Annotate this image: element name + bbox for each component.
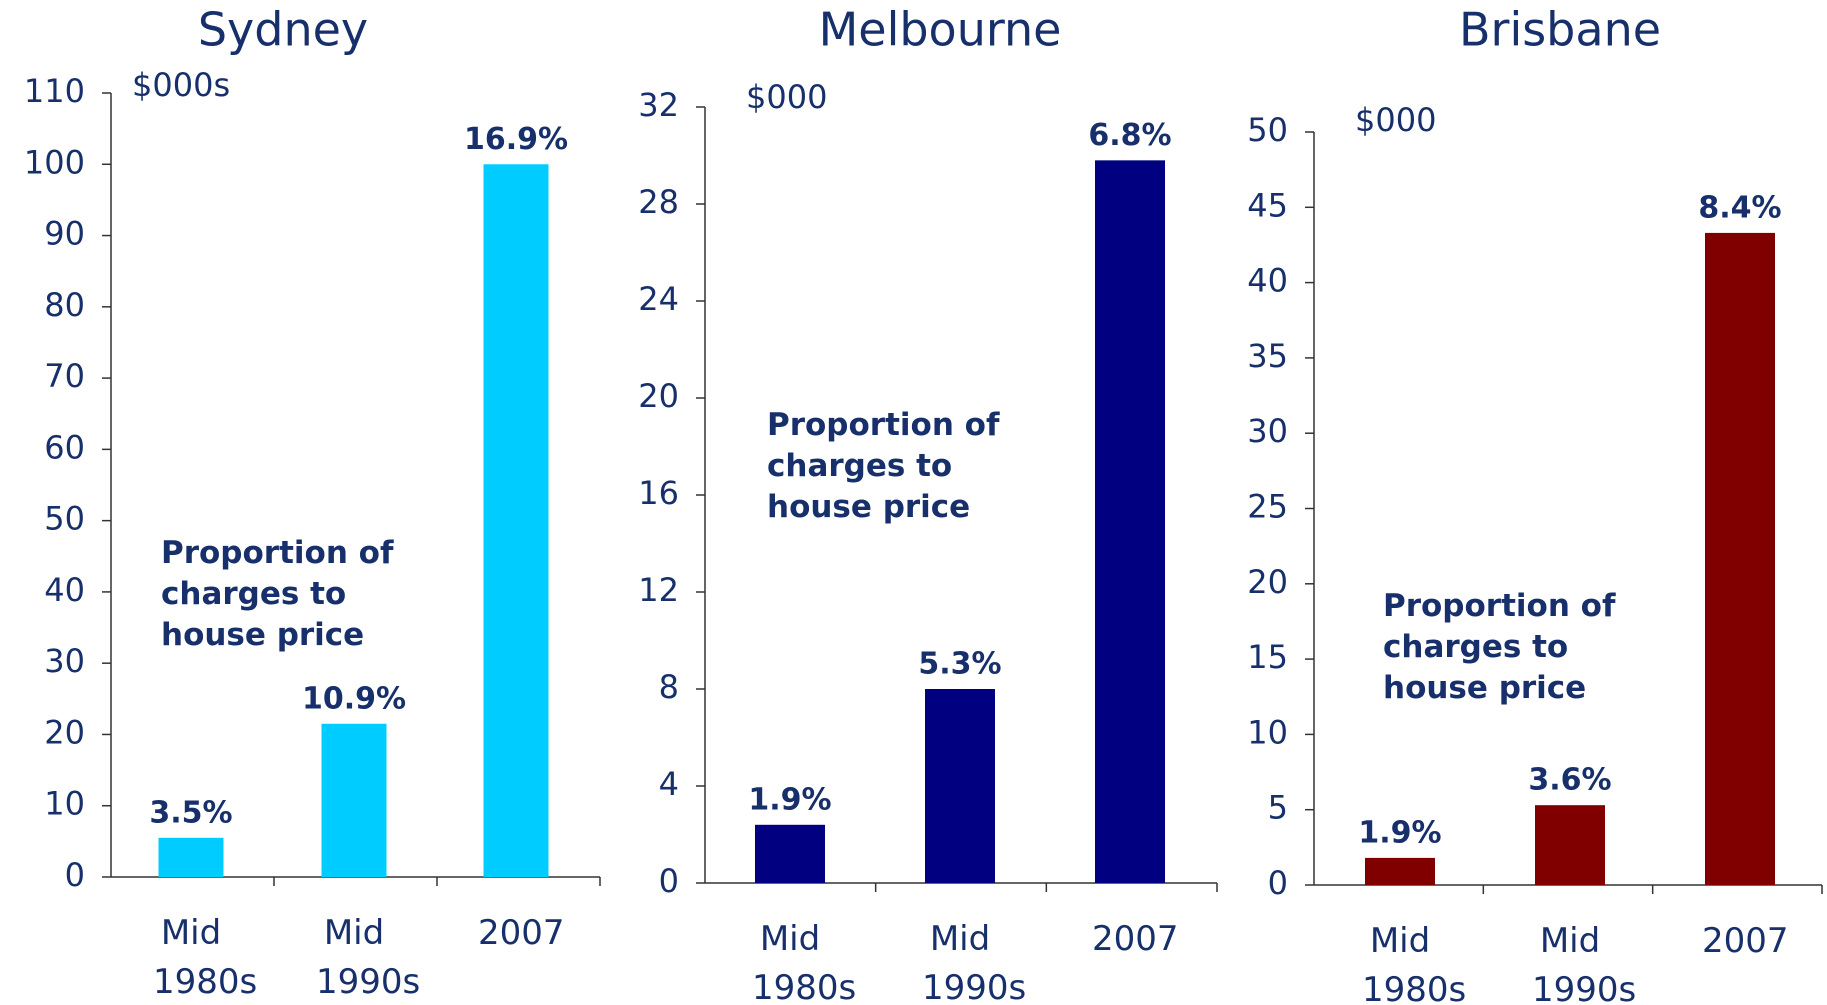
y-tick-label: 12 (638, 571, 679, 609)
x-tick-label: Mid 1980s (153, 913, 258, 1002)
y-tick-label: 50 (44, 500, 85, 538)
y-tick-label: 0 (659, 862, 679, 900)
x-tick-label: Mid 1980s (752, 919, 857, 1005)
y-tick-label: 25 (1247, 488, 1288, 526)
y-tick-label: 32 (638, 86, 679, 124)
y-tick-label: 20 (638, 377, 679, 415)
y-tick-label: 80 (44, 286, 85, 324)
x-tick-label-box: Mid 1990s (316, 913, 421, 1002)
y-tick-label: 35 (1247, 337, 1288, 375)
y-tick-label: 24 (638, 280, 679, 318)
x-tick-label-box: Mid 1990s (922, 919, 1027, 1005)
y-tick-label: 20 (44, 713, 85, 751)
y-tick-label: 0 (65, 856, 85, 894)
bar-label: 3.6% (1528, 763, 1611, 798)
y-tick-label: 28 (638, 183, 679, 221)
x-tick-label-box: Mid 1980s (1362, 921, 1467, 1005)
annotation-box: Proportion of charges to house price (161, 535, 394, 653)
x-tick-label: Mid 1990s (1532, 921, 1637, 1005)
y-tick-label: 60 (44, 428, 85, 466)
y-tick-label: 0 (1268, 864, 1288, 902)
x-tick-label: Mid 1980s (1362, 921, 1467, 1005)
bar-label: 6.8% (1088, 118, 1171, 153)
x-tick-label: Mid 1990s (922, 919, 1027, 1005)
x-tick-label-box: Mid 1990s (1532, 921, 1637, 1005)
y-tick-label: 30 (44, 642, 85, 680)
y-tick-label: 30 (1247, 412, 1288, 450)
chart-title: Melbourne (819, 3, 1062, 57)
annotation: Proportion of charges to house price (767, 407, 1000, 525)
y-tick-label: 8 (659, 668, 679, 706)
x-tick-label-box: 2007 (1092, 919, 1179, 959)
annotation-box: Proportion of charges to house price (767, 407, 1000, 525)
x-tick-label-box: 2007 (1702, 921, 1789, 961)
annotation-box: Proportion of charges to house price (1383, 588, 1616, 706)
bar-label: 1.9% (748, 782, 831, 817)
y-tick-label: 50 (1247, 111, 1288, 149)
y-tick-label: 40 (1247, 262, 1288, 300)
bar (483, 164, 549, 878)
chart-title: Sydney (198, 3, 368, 57)
y-tick-label: 110 (24, 72, 85, 110)
bar (321, 723, 387, 877)
y-unit: $000 (746, 78, 827, 116)
bar (755, 824, 825, 883)
y-tick-label: 40 (44, 571, 85, 609)
y-tick-label: 70 (44, 357, 85, 395)
bar-label: 16.9% (464, 122, 568, 157)
x-tick-label: 2007 (478, 913, 565, 953)
annotation: Proportion of charges to house price (1383, 588, 1616, 706)
bar (925, 689, 995, 883)
x-tick-label-box: Mid 1980s (752, 919, 857, 1005)
y-tick-label: 16 (638, 474, 679, 512)
y-tick-label: 15 (1247, 638, 1288, 676)
bar (1705, 232, 1775, 886)
x-tick-label: Mid 1990s (316, 913, 421, 1002)
bar-label: 3.5% (149, 795, 232, 830)
x-tick-label: 2007 (1702, 921, 1789, 961)
x-tick-label-box: 2007 (478, 913, 565, 953)
bar (1095, 160, 1165, 884)
y-unit: $000 (1355, 101, 1436, 139)
x-tick-label-box: Mid 1980s (153, 913, 258, 1002)
y-tick-label: 20 (1247, 563, 1288, 601)
bar (1535, 805, 1605, 885)
y-tick-label: 100 (24, 143, 85, 181)
bar-label: 8.4% (1698, 190, 1781, 225)
y-tick-label: 45 (1247, 186, 1288, 224)
annotation: Proportion of charges to house price (161, 535, 394, 653)
bar-label: 1.9% (1358, 815, 1441, 850)
bar (1365, 857, 1435, 885)
y-tick-label: 10 (1247, 713, 1288, 751)
bar-label: 10.9% (302, 681, 406, 716)
chart-title: Brisbane (1459, 3, 1661, 57)
bar (158, 837, 224, 877)
y-tick-label: 10 (44, 785, 85, 823)
y-tick-label: 5 (1268, 789, 1288, 827)
y-unit: $000s (132, 66, 230, 104)
bar-label: 5.3% (918, 647, 1001, 682)
y-tick-label: 4 (659, 765, 679, 803)
y-tick-label: 90 (44, 215, 85, 253)
x-tick-label: 2007 (1092, 919, 1179, 959)
